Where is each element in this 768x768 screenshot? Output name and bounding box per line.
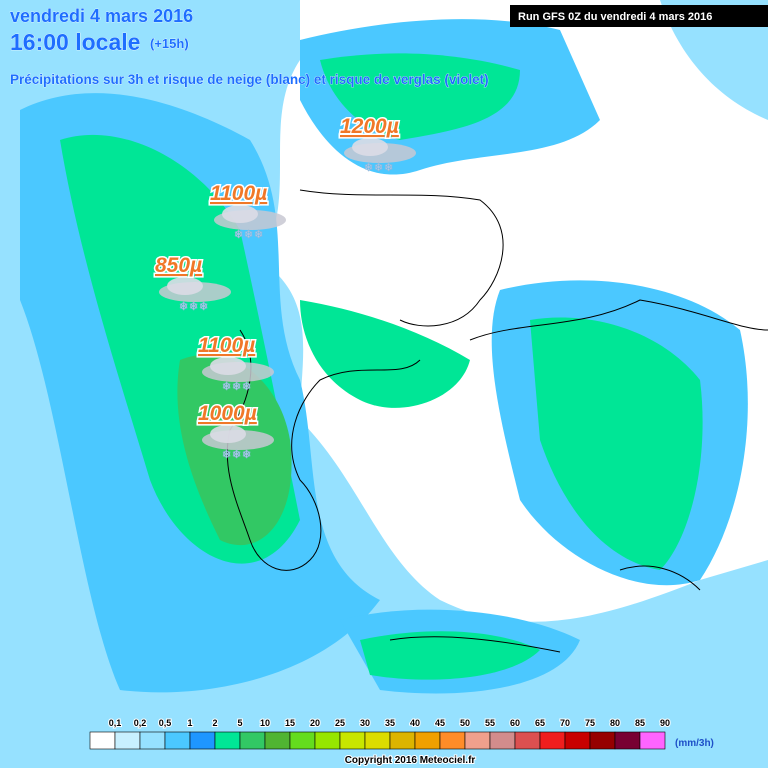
legend-swatch (364, 731, 391, 750)
snowflake: ❄ (254, 229, 263, 241)
legend-swatch (139, 731, 166, 750)
legend-label: 15 (285, 718, 295, 728)
legend-swatch (314, 731, 341, 750)
snowflake: ❄ (232, 381, 241, 393)
snowflake: ❄ (384, 162, 393, 174)
legend-label: 85 (635, 718, 645, 728)
legend-label: 70 (560, 718, 570, 728)
snow-label: 850µ (155, 254, 202, 277)
snowflake: ❄ (199, 301, 208, 313)
snow-cloud (210, 425, 246, 443)
legend-swatch (589, 731, 616, 750)
forecast-offset: (+15h) (150, 36, 189, 51)
snowflake: ❄ (179, 301, 188, 313)
legend-swatch (214, 731, 241, 750)
snowflake: ❄ (242, 381, 251, 393)
legend-label: 25 (335, 718, 345, 728)
snowflake: ❄ (364, 162, 373, 174)
legend-label: 0,1 (109, 718, 122, 728)
copyright: Copyright 2016 Meteociel.fr (345, 755, 476, 766)
legend-swatch (464, 731, 491, 750)
legend-swatch (89, 731, 116, 750)
snow-label: 1100µ (198, 334, 255, 357)
snow-label: 1000µ (198, 402, 257, 425)
legend-label: 30 (360, 718, 370, 728)
legend-swatch (489, 731, 516, 750)
legend-swatch (114, 731, 141, 750)
legend-label: 20 (310, 718, 320, 728)
snowflake: ❄ (189, 301, 198, 313)
legend-unit: (mm/3h) (675, 738, 714, 749)
legend-label: 40 (410, 718, 420, 728)
legend-swatch (189, 731, 216, 750)
legend-label: 55 (485, 718, 495, 728)
legend-label: 60 (510, 718, 520, 728)
subtitle: Précipitations sur 3h et risque de neige… (10, 72, 489, 87)
legend-label: 45 (435, 718, 445, 728)
legend-swatch (164, 731, 191, 750)
snow-cloud (352, 138, 388, 156)
snow-label: 1100µ (210, 182, 267, 205)
legend-label: 0,5 (159, 718, 172, 728)
snowflake: ❄ (222, 449, 231, 461)
snow-cloud (210, 357, 246, 375)
legend-label: 1 (187, 718, 192, 728)
legend-swatch (264, 731, 291, 750)
legend-swatch (539, 731, 566, 750)
legend-swatch (639, 731, 666, 750)
snow-label: 1200µ (340, 115, 399, 138)
legend-label: 35 (385, 718, 395, 728)
snowflake: ❄ (244, 229, 253, 241)
snowflake: ❄ (374, 162, 383, 174)
snow-cloud (167, 277, 203, 295)
legend-swatch (339, 731, 366, 750)
legend-label: 65 (535, 718, 545, 728)
legend-label: 0,2 (134, 718, 147, 728)
snowflake: ❄ (232, 449, 241, 461)
snowflake: ❄ (222, 381, 231, 393)
legend-label: 50 (460, 718, 470, 728)
legend-swatch (564, 731, 591, 750)
legend-label: 2 (212, 718, 217, 728)
snowflake: ❄ (242, 449, 251, 461)
run-info: Run GFS 0Z du vendredi 4 mars 2016 (518, 11, 712, 23)
run-box (510, 5, 768, 27)
legend-label: 10 (260, 718, 270, 728)
snowflake: ❄ (234, 229, 243, 241)
legend-swatch (414, 731, 441, 750)
legend-swatch (239, 731, 266, 750)
coastlines (226, 189, 768, 653)
legend-swatch (514, 731, 541, 750)
legend-swatch (439, 731, 466, 750)
snow-cloud (222, 205, 258, 223)
local-time: 16:00 locale (10, 29, 140, 55)
legend-label: 80 (610, 718, 620, 728)
date: vendredi 4 mars 2016 (10, 6, 193, 26)
legend-label: 5 (237, 718, 242, 728)
legend-label: 75 (585, 718, 595, 728)
legend-swatch (389, 731, 416, 750)
legend-label: 90 (660, 718, 670, 728)
legend-swatch (289, 731, 316, 750)
legend-swatch (614, 731, 641, 750)
